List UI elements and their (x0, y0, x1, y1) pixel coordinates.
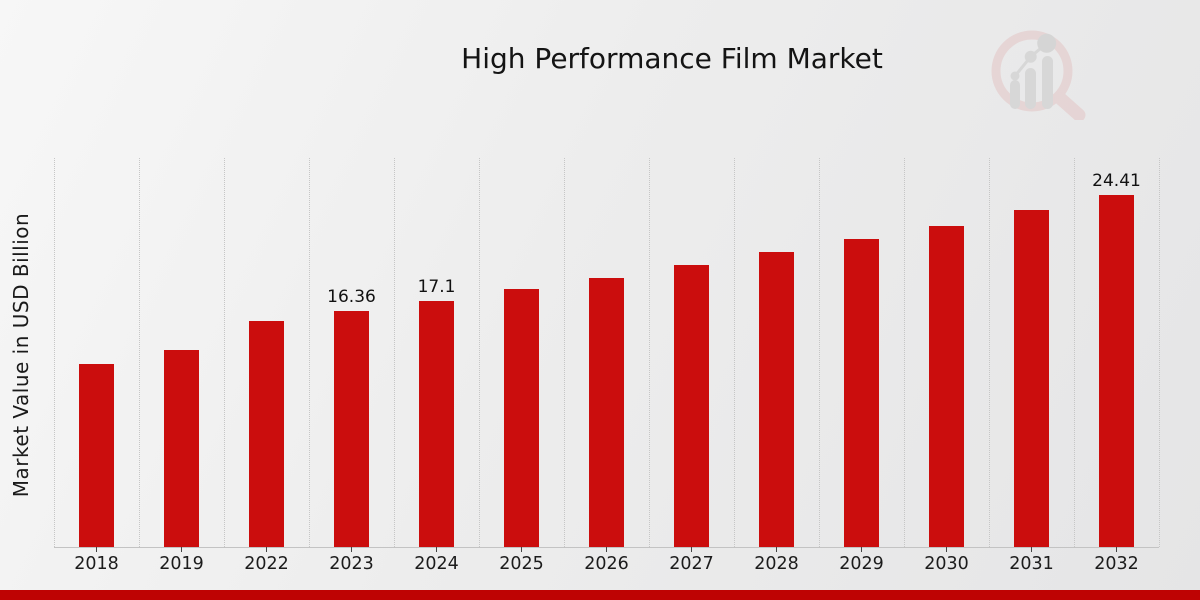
x-axis-tick (96, 547, 97, 552)
bar-value-label: 17.1 (417, 276, 456, 297)
chart-title: High Performance Film Market (461, 42, 883, 75)
mrfr-logo (985, 25, 1095, 122)
bar-2019 (164, 349, 199, 547)
x-axis-tick-label: 2028 (754, 554, 799, 574)
bar-2028 (759, 251, 794, 547)
bar-2030 (929, 225, 964, 547)
y-axis-label: Market Value in USD Billion (9, 212, 33, 498)
bar-2026 (589, 277, 624, 547)
x-axis-tick-label: 2019 (159, 554, 204, 574)
bar-value-label: 16.36 (327, 287, 376, 308)
gridline (818, 158, 820, 547)
gridline (988, 158, 990, 547)
x-axis-tick (521, 547, 522, 552)
bar-2025 (504, 289, 539, 547)
gridline (733, 158, 735, 547)
x-axis-tick (861, 547, 862, 552)
x-axis-tick-label: 2023 (329, 554, 374, 574)
bar-2032 (1099, 195, 1134, 547)
bottom-accent-strip (0, 590, 1200, 600)
x-axis-tick-label: 2030 (924, 554, 969, 574)
x-axis-tick (1031, 547, 1032, 552)
x-axis-tick (691, 547, 692, 552)
x-axis-tick-label: 2029 (839, 554, 884, 574)
x-axis-tick (606, 547, 607, 552)
gridline (1073, 158, 1075, 547)
x-axis-tick (351, 547, 352, 552)
x-axis-tick-label: 2018 (74, 554, 119, 574)
bar-2031 (1014, 209, 1049, 547)
gridline (563, 158, 565, 547)
x-axis-tick (266, 547, 267, 552)
x-axis-tick (1116, 547, 1117, 552)
bar-value-label: 24.41 (1092, 171, 1141, 192)
gridline (138, 158, 140, 547)
x-axis-tick-label: 2022 (244, 554, 289, 574)
x-axis-tick-label: 2031 (1009, 554, 1054, 574)
x-axis-tick (946, 547, 947, 552)
bar-2027 (674, 264, 709, 547)
bar-2023 (334, 311, 369, 547)
gridline (648, 158, 650, 547)
gridline (308, 158, 310, 547)
gridline (1158, 158, 1160, 547)
x-axis-tick (181, 547, 182, 552)
plot-area: 2018 2019 2022 16.36 2023 17.1 2024 2025 2026 202… (53, 158, 1160, 574)
gridline (393, 158, 395, 547)
gridline (478, 158, 480, 547)
x-axis-tick-label: 2025 (499, 554, 544, 574)
x-axis-tick-label: 2032 (1094, 554, 1139, 574)
bar-2022 (249, 320, 284, 547)
x-axis-tick-label: 2024 (414, 554, 459, 574)
bar-2018 (79, 364, 114, 547)
x-axis-tick (436, 547, 437, 552)
x-axis-tick (776, 547, 777, 552)
bar-2029 (844, 238, 879, 547)
bar-2024 (419, 300, 454, 547)
gridline (903, 158, 905, 547)
gridline (223, 158, 225, 547)
gridline (53, 158, 55, 547)
magnifier-chart-icon (991, 30, 1086, 122)
x-axis-tick-label: 2027 (669, 554, 714, 574)
x-axis-tick-label: 2026 (584, 554, 629, 574)
